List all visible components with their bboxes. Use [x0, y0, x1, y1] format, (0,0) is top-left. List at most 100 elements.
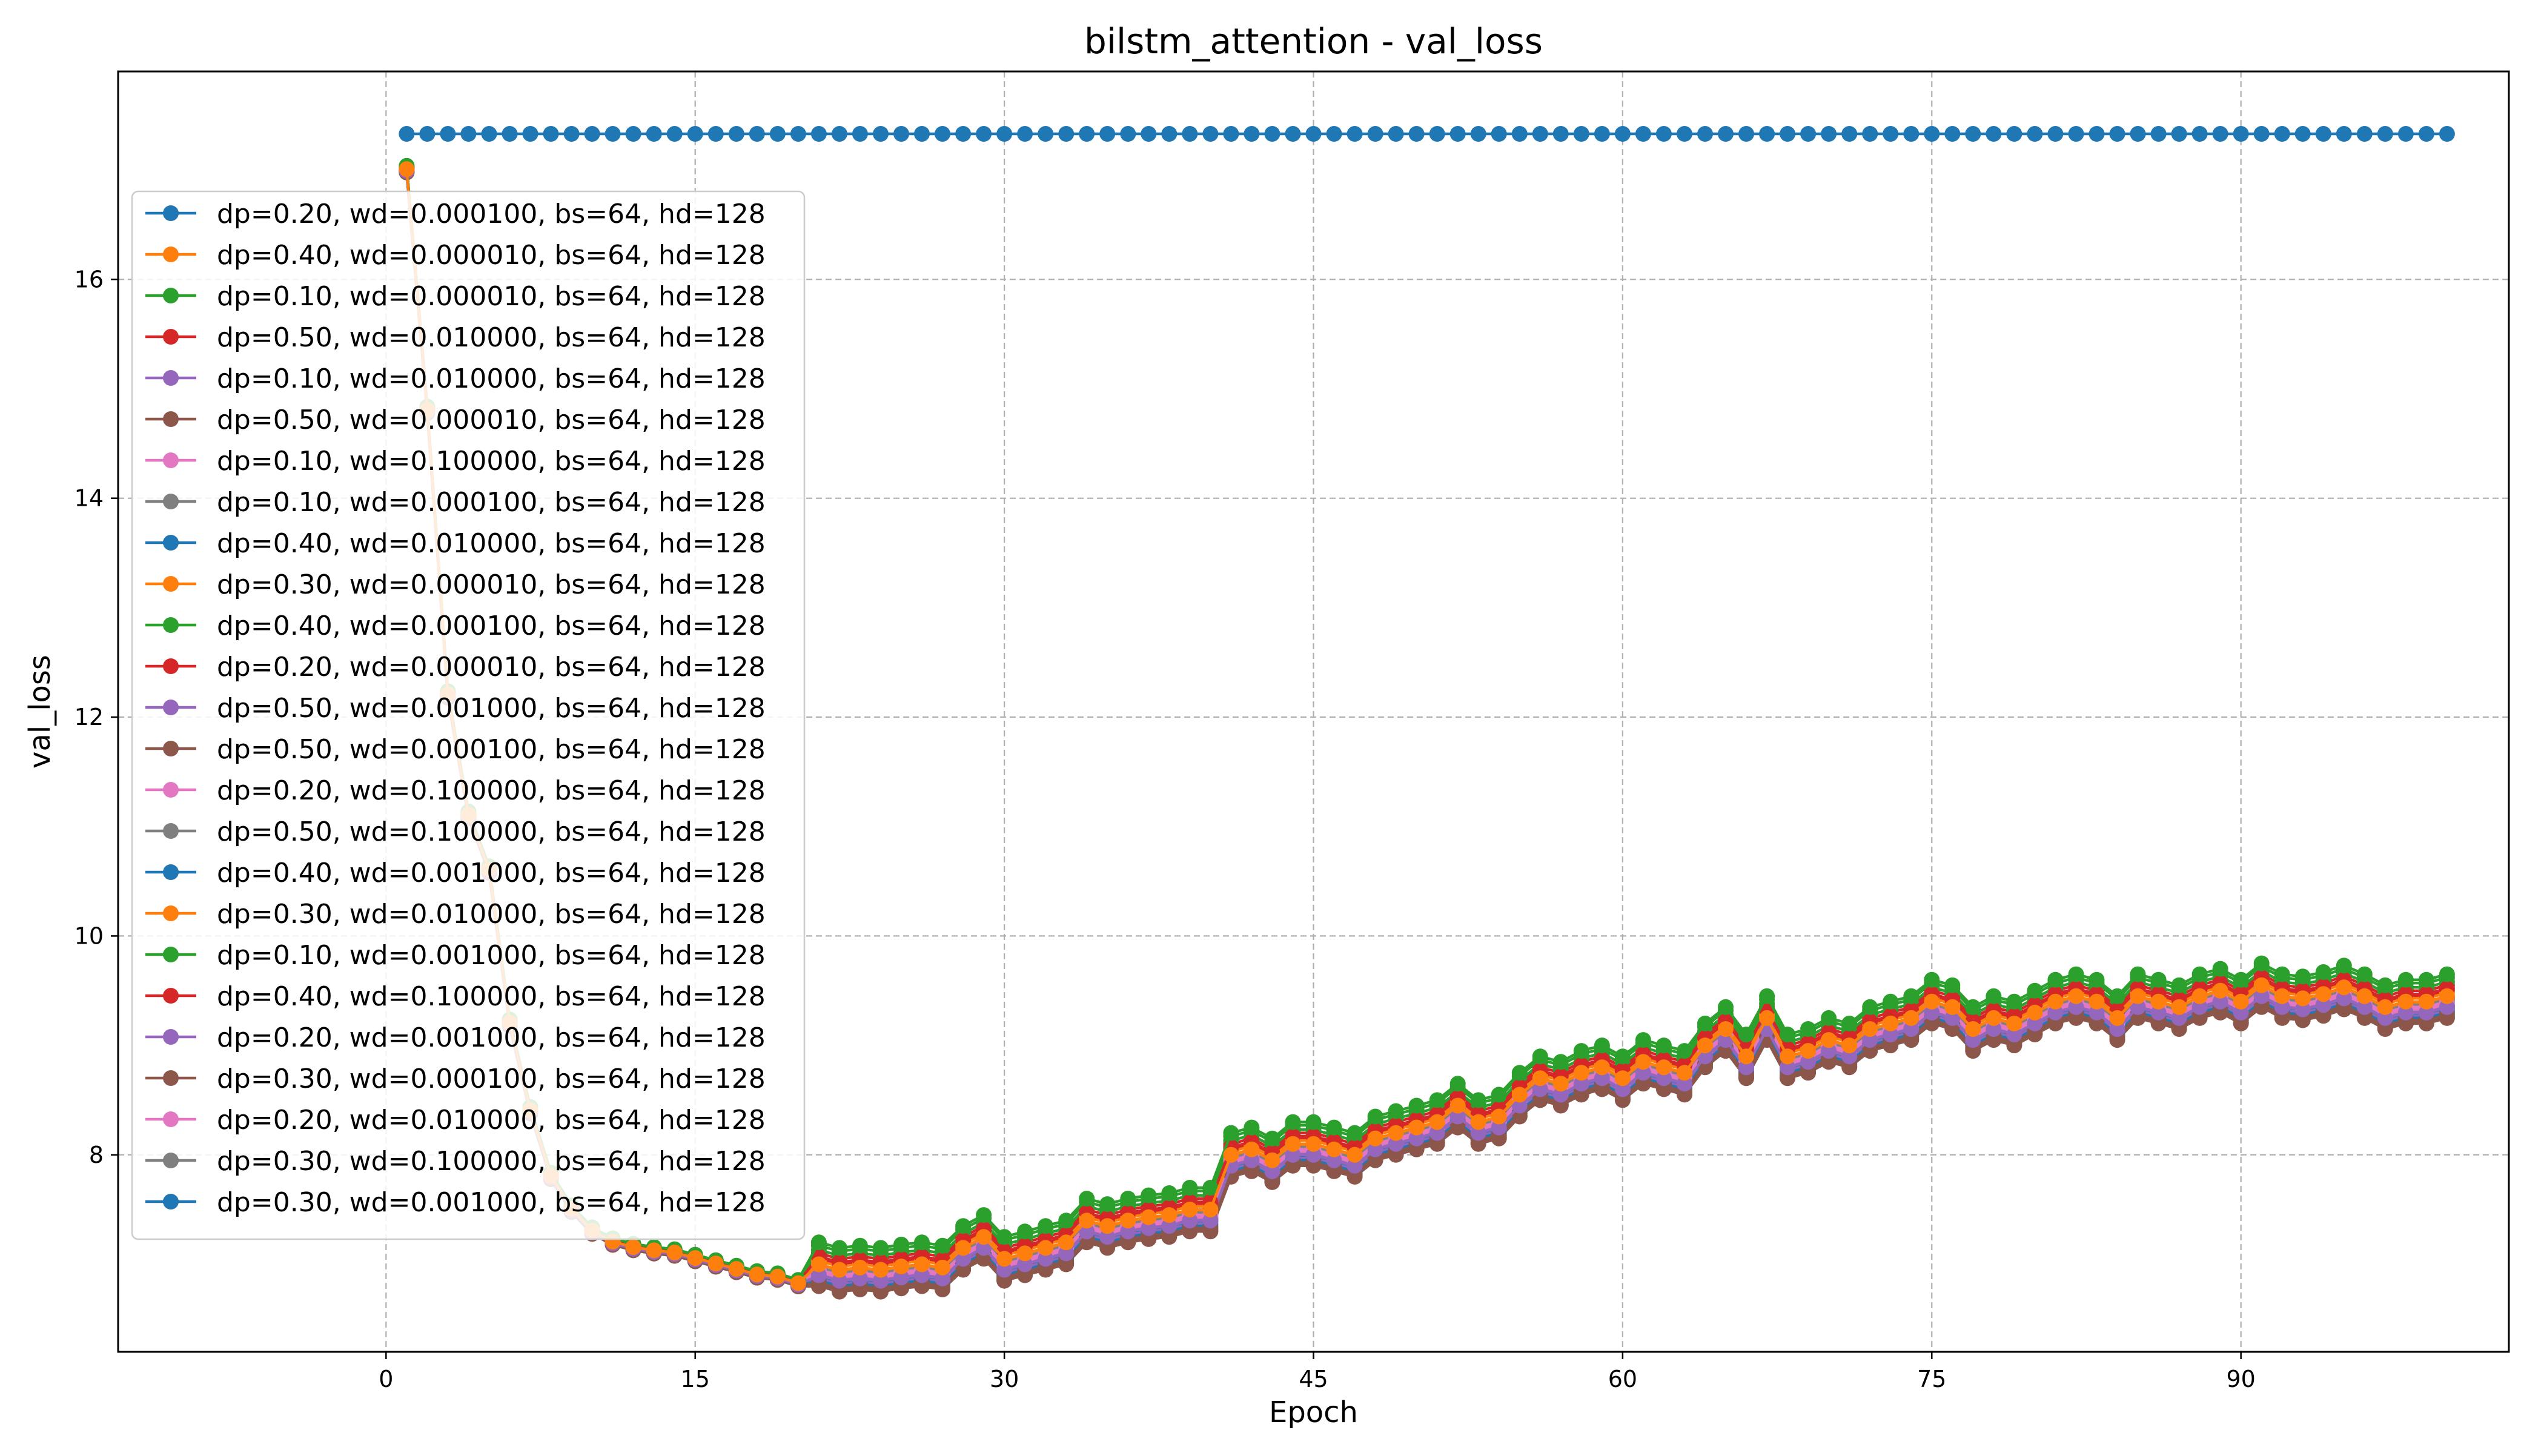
- data-point: [1718, 1021, 1734, 1037]
- data-point: [1182, 1213, 1198, 1229]
- data-point: [831, 126, 847, 142]
- data-point: [1017, 1256, 1033, 1272]
- data-point: [1038, 1240, 1054, 1256]
- data-point: [2315, 986, 2331, 1002]
- data-point: [1223, 1125, 1239, 1141]
- data-point: [728, 1261, 744, 1277]
- data-point: [2130, 999, 2146, 1015]
- data-point: [1141, 1220, 1157, 1236]
- data-point: [646, 1242, 662, 1259]
- data-point: [1388, 1103, 1404, 1119]
- data-point: [2191, 999, 2208, 1015]
- data-point: [1738, 126, 1754, 142]
- data-point: [2233, 971, 2249, 988]
- data-point: [852, 1259, 868, 1276]
- legend-label: dp=0.40, wd=0.000010, bs=64, hd=128: [217, 240, 766, 271]
- data-point: [1986, 988, 2002, 1004]
- data-point: [2150, 126, 2167, 142]
- data-point: [1244, 1119, 1260, 1136]
- data-point: [1883, 993, 1899, 1010]
- legend-label: dp=0.40, wd=0.100000, bs=64, hd=128: [217, 981, 766, 1012]
- data-point: [914, 1267, 930, 1283]
- data-point: [1305, 1136, 1322, 1152]
- data-point: [2439, 999, 2455, 1015]
- data-point: [1326, 1152, 1342, 1168]
- data-point: [810, 1234, 827, 1251]
- data-point: [2253, 126, 2270, 142]
- data-point: [996, 1229, 1013, 1245]
- data-point: [2294, 990, 2311, 1007]
- legend-item: dp=0.10, wd=0.000100, bs=64, hd=128: [145, 487, 766, 518]
- data-point: [2068, 966, 2084, 982]
- legend-swatch-marker: [163, 905, 179, 921]
- data-point: [1347, 1147, 1363, 1163]
- data-point: [2089, 971, 2105, 988]
- data-point: [2397, 993, 2414, 1010]
- data-point: [2068, 988, 2084, 1004]
- data-point: [1408, 1130, 1425, 1147]
- legend-item: dp=0.40, wd=0.001000, bs=64, hd=128: [145, 858, 766, 888]
- data-point: [2356, 126, 2373, 142]
- data-point: [1223, 126, 1239, 142]
- legend-label: dp=0.50, wd=0.001000, bs=64, hd=128: [217, 693, 766, 724]
- data-point: [728, 126, 744, 142]
- data-point: [976, 126, 992, 142]
- data-point: [1738, 1059, 1754, 1076]
- data-point: [2274, 126, 2290, 142]
- data-point: [2253, 955, 2270, 971]
- data-point: [2006, 126, 2022, 142]
- data-point: [1944, 999, 1961, 1015]
- legend-label: dp=0.10, wd=0.010000, bs=64, hd=128: [217, 363, 766, 394]
- data-point: [1573, 1043, 1589, 1059]
- data-point: [1821, 1032, 1837, 1048]
- data-point: [1841, 1048, 1858, 1065]
- data-point: [1944, 126, 1961, 142]
- series-line: [405, 169, 2448, 1285]
- data-point: [2315, 126, 2331, 142]
- data-point: [1079, 1191, 1095, 1206]
- data-point: [2439, 988, 2455, 1004]
- data-point: [1347, 126, 1363, 142]
- data-point: [1079, 126, 1095, 142]
- data-point: [1347, 1157, 1363, 1174]
- data-point: [2212, 982, 2228, 999]
- legend-item: dp=0.50, wd=0.010000, bs=64, hd=128: [145, 322, 766, 353]
- data-point: [1821, 1043, 1837, 1059]
- data-point: [2336, 958, 2352, 974]
- data-point: [1244, 1152, 1260, 1168]
- data-point: [790, 126, 806, 142]
- data-point: [1532, 1081, 1548, 1097]
- data-point: [1677, 126, 1692, 142]
- legend-label: dp=0.20, wd=0.000100, bs=64, hd=128: [217, 199, 766, 230]
- data-point: [1986, 1021, 2002, 1037]
- data-point: [2336, 979, 2352, 996]
- data-point: [1161, 126, 1178, 142]
- y-tick-label: 8: [89, 1142, 104, 1168]
- data-point: [1718, 126, 1734, 142]
- data-point: [707, 126, 724, 142]
- data-point: [1800, 1021, 1817, 1037]
- data-point: [2212, 961, 2228, 977]
- data-point: [873, 1272, 889, 1289]
- legend-item: dp=0.10, wd=0.001000, bs=64, hd=128: [145, 940, 766, 971]
- data-point: [1264, 1163, 1280, 1179]
- data-point: [1099, 1218, 1116, 1234]
- legend-swatch-marker: [163, 700, 179, 715]
- legend-label: dp=0.40, wd=0.010000, bs=64, hd=128: [217, 528, 766, 559]
- legend-item: dp=0.30, wd=0.000100, bs=64, hd=128: [145, 1064, 766, 1094]
- legend-item: dp=0.20, wd=0.000010, bs=64, hd=128: [145, 652, 766, 683]
- legend-item: dp=0.50, wd=0.000100, bs=64, hd=128: [145, 734, 766, 765]
- data-point: [852, 1270, 868, 1286]
- data-point: [2418, 1004, 2434, 1021]
- data-point: [1635, 126, 1651, 142]
- data-point: [2150, 971, 2167, 988]
- legend-item: dp=0.10, wd=0.010000, bs=64, hd=128: [145, 363, 766, 394]
- data-point: [1677, 1065, 1692, 1081]
- data-point: [955, 1240, 972, 1256]
- data-point: [625, 1239, 641, 1255]
- series-2: [399, 161, 2455, 1291]
- data-point: [1594, 1059, 1610, 1076]
- data-point: [1862, 126, 1878, 142]
- data-point: [2377, 1010, 2393, 1026]
- data-point: [2253, 988, 2270, 1004]
